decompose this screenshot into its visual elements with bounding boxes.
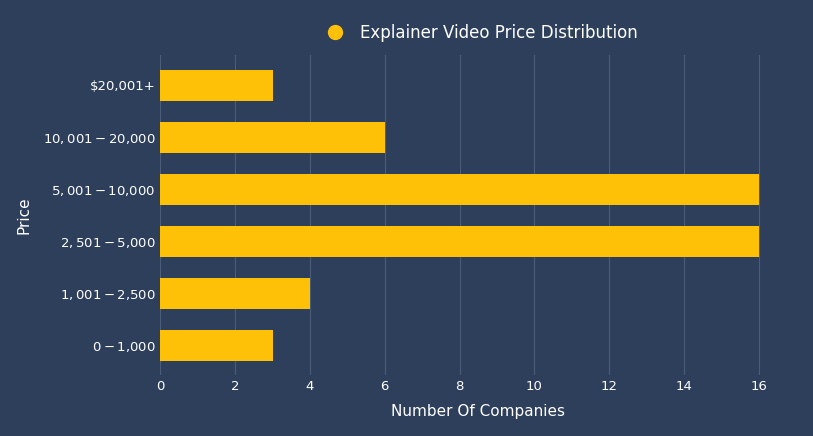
Y-axis label: Price: Price — [17, 197, 32, 234]
Bar — [160, 70, 272, 101]
Legend: Explainer Video Price Distribution: Explainer Video Price Distribution — [314, 19, 643, 47]
Bar — [160, 278, 310, 309]
Bar — [160, 226, 759, 257]
Bar — [160, 330, 272, 361]
Bar — [160, 174, 759, 205]
X-axis label: Number Of Companies: Number Of Companies — [391, 404, 565, 419]
Bar — [160, 122, 385, 153]
